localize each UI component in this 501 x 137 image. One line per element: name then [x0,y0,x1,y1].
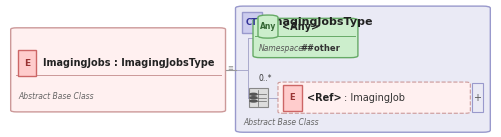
FancyBboxPatch shape [258,15,278,38]
FancyBboxPatch shape [235,6,490,132]
FancyBboxPatch shape [472,83,483,112]
Text: 0..*: 0..* [259,74,272,83]
FancyBboxPatch shape [18,50,36,76]
Text: E: E [290,93,295,102]
Text: +: + [473,93,481,103]
Circle shape [250,100,257,102]
Text: ImagingJobsType: ImagingJobsType [268,17,373,27]
FancyBboxPatch shape [278,82,470,113]
FancyBboxPatch shape [11,28,225,112]
FancyBboxPatch shape [241,12,263,33]
FancyBboxPatch shape [249,88,268,107]
Text: Abstract Base Class: Abstract Base Class [243,118,319,127]
Text: ##other: ##other [301,44,340,53]
FancyBboxPatch shape [283,85,302,111]
Text: Any: Any [260,22,276,31]
Text: <Ref>: <Ref> [307,93,342,103]
Text: Abstract Base Class: Abstract Base Class [18,92,94,101]
Circle shape [250,93,257,95]
Text: ≡: ≡ [227,65,233,72]
FancyBboxPatch shape [253,18,358,58]
Text: CT: CT [246,18,258,27]
Circle shape [250,97,257,99]
Text: ImagingJobs : ImagingJobsType: ImagingJobs : ImagingJobsType [43,58,214,68]
Text: E: E [24,59,30,68]
Text: Namespace: Namespace [259,44,304,53]
Text: : ImagingJob: : ImagingJob [344,93,405,103]
Text: <Any>: <Any> [282,22,319,32]
